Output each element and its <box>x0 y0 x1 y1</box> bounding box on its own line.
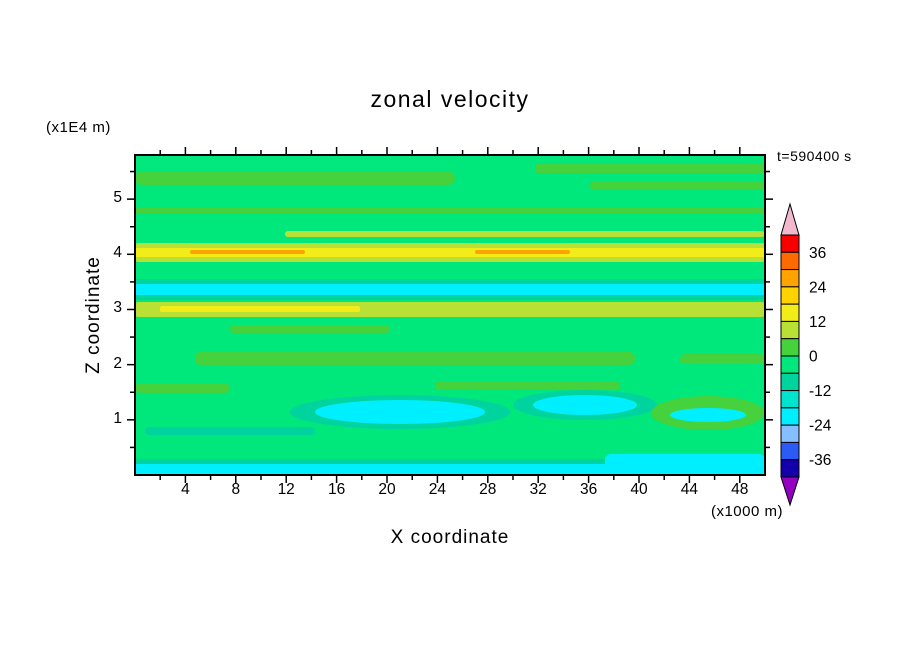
colorbar-segment <box>780 251 800 271</box>
colorbar-over-arrow <box>780 202 800 236</box>
contour-patch <box>135 464 765 475</box>
x-tick-label: 36 <box>579 481 598 498</box>
contour-patch <box>605 454 765 475</box>
chart-title: zonal velocity <box>370 86 530 112</box>
colorbar-segment <box>780 286 800 305</box>
x-tick-label: 8 <box>231 481 241 498</box>
x-tick-label: 16 <box>327 481 346 498</box>
time-label: t=590400 s <box>777 148 852 164</box>
x-tick-label: 12 <box>277 481 295 498</box>
contour-patch <box>670 408 746 422</box>
plot-frame <box>134 154 766 476</box>
colorbar-label: 36 <box>809 245 826 262</box>
colorbar: 36 24 12 0 -12 -24 -36 <box>780 202 832 507</box>
colorbar-segment <box>780 269 800 288</box>
y-tick-label: 4 <box>113 244 122 262</box>
x-tick-label: 48 <box>731 481 749 498</box>
x-tick-label: 20 <box>378 481 396 498</box>
contour-patch <box>135 171 455 185</box>
colorbar-segment <box>780 338 800 357</box>
colorbar-segment <box>780 407 800 426</box>
plot-area <box>135 155 765 475</box>
contour-patch <box>435 381 620 390</box>
x-tick-label: 32 <box>529 481 547 498</box>
contour-patch <box>195 352 635 365</box>
contour-field <box>135 155 765 475</box>
contour-patch <box>135 383 230 393</box>
colorbar-segment <box>780 441 800 461</box>
colorbar-label: 24 <box>809 279 827 296</box>
x-axis-unit-label: (x1000 m) <box>710 503 783 520</box>
colorbar-segment <box>780 320 800 340</box>
contour-patch <box>190 250 305 254</box>
x-axis-title: X coordinate <box>390 527 510 548</box>
contour-patch <box>680 354 765 364</box>
y-tick-label: 5 <box>113 189 122 207</box>
colorbar-segment <box>780 390 800 409</box>
contour-patch <box>145 427 315 435</box>
x-tick-label: 24 <box>428 481 447 498</box>
contour-patch <box>135 284 765 295</box>
contour-patch <box>285 231 765 237</box>
colorbar-segment <box>780 424 800 443</box>
x-tick-label: 4 <box>181 481 190 498</box>
x-tick-label: 28 <box>479 481 497 498</box>
x-tick-label: 40 <box>630 481 648 498</box>
y-tick-label: 1 <box>113 409 122 427</box>
colorbar-segment <box>780 303 800 322</box>
colorbar-under-arrow <box>780 476 800 507</box>
colorbar-segment <box>780 234 800 253</box>
y-tick-label: 3 <box>113 299 122 317</box>
contour-patch <box>135 248 765 257</box>
y-tick-label: 2 <box>113 354 122 372</box>
colorbar-label: 0 <box>809 349 818 366</box>
colorbar-label: -24 <box>809 418 832 435</box>
y-axis-unit-label: (x1E4 m) <box>46 119 111 136</box>
colorbar-segment <box>780 355 800 374</box>
contour-patch <box>475 250 570 254</box>
colorbar-label: -12 <box>809 383 831 400</box>
contour-patch <box>135 207 765 214</box>
colorbar-segment <box>780 372 800 392</box>
contour-patch <box>535 163 765 174</box>
x-tick-label: 44 <box>680 481 699 498</box>
colorbar-label: 12 <box>809 314 826 331</box>
contour-patch <box>230 325 390 333</box>
y-axis-title: Z coordinate <box>83 256 104 374</box>
contour-patch <box>533 395 637 415</box>
contour-patch <box>160 306 360 312</box>
contour-patch <box>315 400 485 424</box>
contour-patch <box>135 302 765 317</box>
axes-frame <box>127 147 773 483</box>
colorbar-label: -36 <box>809 452 831 469</box>
contour-patch <box>590 181 765 190</box>
colorbar-segment <box>780 459 800 478</box>
